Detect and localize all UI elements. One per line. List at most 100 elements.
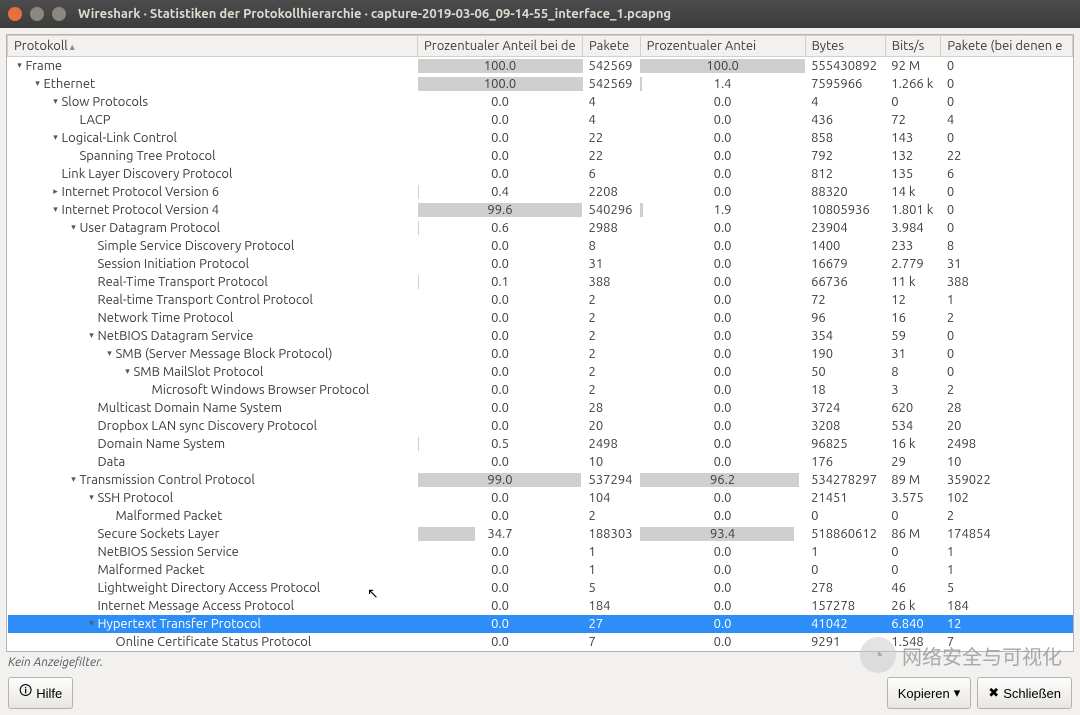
tree-toggle-icon[interactable]: ▾ (14, 60, 26, 71)
table-row[interactable]: Lightweight Directory Access Protocol0.0… (8, 579, 1073, 597)
column-header[interactable]: Protokoll▴ (8, 36, 418, 57)
tree-toggle-icon[interactable]: ▾ (104, 348, 116, 359)
protocol-name: Network Time Protocol (98, 311, 234, 325)
percent-bytes: 0.0 (640, 563, 805, 577)
maximize-icon[interactable] (52, 7, 66, 21)
table-row[interactable]: ▾NetBIOS Datagram Service0.020.0354590 (8, 327, 1073, 345)
table-row[interactable]: Spanning Tree Protocol0.0220.079213222 (8, 147, 1073, 165)
help-button[interactable]: 🛈Hilfe (8, 677, 73, 709)
table-row[interactable]: NetBIOS Session Service0.010.0101 (8, 543, 1073, 561)
protocol-table-wrap[interactable]: Protokoll▴Prozentualer Anteil bei dePake… (6, 34, 1074, 652)
tree-toggle-icon[interactable]: ▾ (86, 492, 98, 503)
table-row[interactable]: ▾SMB MailSlot Protocol0.020.05080 (8, 363, 1073, 381)
endpkt: 0 (941, 57, 1073, 75)
table-row[interactable]: Data0.0100.01762910 (8, 453, 1073, 471)
bytes: 278 (805, 579, 885, 597)
column-header[interactable]: Bits/s (885, 36, 941, 57)
table-row[interactable]: Real-Time Transport Protocol0.13880.0667… (8, 273, 1073, 291)
endpkt: 174854 (941, 525, 1073, 543)
percent-bytes: 0.0 (640, 365, 805, 379)
protocol-name: User Datagram Protocol (80, 221, 221, 235)
table-row[interactable]: Simple Service Discovery Protocol0.080.0… (8, 237, 1073, 255)
table-row[interactable]: ▾Internet Protocol Version 499.65402961.… (8, 201, 1073, 219)
percent-bytes: 0.0 (640, 599, 805, 613)
column-header[interactable]: Bytes (805, 36, 885, 57)
bits: 8 (885, 363, 941, 381)
tree-toggle-icon[interactable]: ▾ (32, 78, 44, 89)
bits: 0 (885, 507, 941, 525)
table-row[interactable]: Malformed Packet0.020.0002 (8, 507, 1073, 525)
table-row[interactable]: Multicast Domain Name System0.0280.03724… (8, 399, 1073, 417)
protocol-name: Domain Name System (98, 437, 226, 451)
percent-bytes: 0.0 (640, 491, 805, 505)
copy-button[interactable]: Kopieren ▾ (887, 677, 972, 709)
bits: 11 k (885, 273, 941, 291)
minimize-icon[interactable] (30, 7, 44, 21)
endpkt: 4 (941, 111, 1073, 129)
protocol-name: Hypertext Transfer Protocol (98, 617, 261, 631)
percent-bytes: 0.0 (640, 185, 805, 199)
table-row[interactable]: Link Layer Discovery Protocol0.060.08121… (8, 165, 1073, 183)
table-row[interactable]: ▾Slow Protocols0.040.0400 (8, 93, 1073, 111)
column-header[interactable]: Prozentualer Antei (640, 36, 805, 57)
table-row[interactable]: Malformed Packet0.010.0001 (8, 561, 1073, 579)
bytes: 88320 (805, 183, 885, 201)
column-header[interactable]: Pakete (583, 36, 641, 57)
table-row[interactable]: Secure Sockets Layer34.718830393.4518860… (8, 525, 1073, 543)
endpkt: 31 (941, 255, 1073, 273)
table-row[interactable]: Dropbox LAN sync Discovery Protocol0.020… (8, 417, 1073, 435)
table-row[interactable]: LACP0.040.0436724 (8, 111, 1073, 129)
percent-packets: 0.0 (418, 563, 583, 577)
percent-bytes: 0.0 (640, 617, 805, 631)
chevron-down-icon: ▾ (954, 685, 961, 701)
table-row[interactable]: ▸Internet Protocol Version 60.422080.088… (8, 183, 1073, 201)
tree-toggle-icon[interactable]: ▾ (50, 96, 62, 107)
table-row[interactable]: ▾Logical-Link Control0.0220.08581430 (8, 129, 1073, 147)
help-icon: 🛈 (19, 682, 32, 704)
column-header[interactable]: Prozentualer Anteil bei de (418, 36, 583, 57)
bits: 1.266 k (885, 75, 941, 93)
tree-toggle-icon[interactable]: ▾ (68, 474, 80, 485)
bytes: 518860612 (805, 525, 885, 543)
table-row[interactable]: ▾Transmission Control Protocol99.0537294… (8, 471, 1073, 489)
bits: 132 (885, 147, 941, 165)
endpkt: 2 (941, 507, 1073, 525)
close-button[interactable]: ✖Schließen (977, 677, 1072, 709)
bytes: 157278 (805, 597, 885, 615)
column-header[interactable]: Pakete (bei denen e (941, 36, 1073, 57)
packets: 4 (583, 111, 641, 129)
protocol-name: Malformed Packet (116, 509, 223, 523)
percent-bytes: 0.0 (640, 95, 805, 109)
percent-bytes: 0.0 (640, 131, 805, 145)
table-row[interactable]: Real-time Transport Control Protocol0.02… (8, 291, 1073, 309)
table-row[interactable]: ▾Frame100.0542569100.055543089292 M0 (8, 57, 1073, 75)
table-row[interactable]: ▾Ethernet100.05425691.475959661.266 k0 (8, 75, 1073, 93)
table-row[interactable]: Network Time Protocol0.020.096162 (8, 309, 1073, 327)
percent-bytes: 100.0 (640, 59, 805, 73)
table-row[interactable]: Internet Message Access Protocol0.01840.… (8, 597, 1073, 615)
percent-packets: 0.0 (418, 293, 583, 307)
bits: 135 (885, 165, 941, 183)
endpkt: 6 (941, 165, 1073, 183)
percent-packets: 100.0 (418, 59, 583, 73)
table-row[interactable]: Microsoft Windows Browser Protocol0.020.… (8, 381, 1073, 399)
table-row[interactable]: ▾Hypertext Transfer Protocol0.0270.04104… (8, 615, 1073, 633)
close-icon[interactable] (8, 7, 22, 21)
table-row[interactable]: ▾User Datagram Protocol0.629880.0239043.… (8, 219, 1073, 237)
tree-toggle-icon[interactable]: ▾ (122, 366, 134, 377)
tree-toggle-icon[interactable]: ▸ (50, 186, 62, 197)
tree-toggle-icon[interactable]: ▾ (68, 222, 80, 233)
percent-packets: 0.0 (418, 365, 583, 379)
table-row[interactable]: Domain Name System0.524980.09682516 k249… (8, 435, 1073, 453)
table-row[interactable]: ▾SSH Protocol0.01040.0214513.575102 (8, 489, 1073, 507)
bits: 26 k (885, 597, 941, 615)
endpkt: 0 (941, 327, 1073, 345)
tree-toggle-icon[interactable]: ▾ (86, 618, 98, 629)
table-row[interactable]: Session Initiation Protocol0.0310.016679… (8, 255, 1073, 273)
tree-toggle-icon[interactable]: ▾ (86, 330, 98, 341)
tree-toggle-icon[interactable]: ▾ (50, 132, 62, 143)
table-row[interactable]: ▾SMB (Server Message Block Protocol)0.02… (8, 345, 1073, 363)
percent-packets: 0.0 (418, 167, 583, 181)
tree-toggle-icon[interactable]: ▾ (50, 204, 62, 215)
endpkt: 2498 (941, 435, 1073, 453)
